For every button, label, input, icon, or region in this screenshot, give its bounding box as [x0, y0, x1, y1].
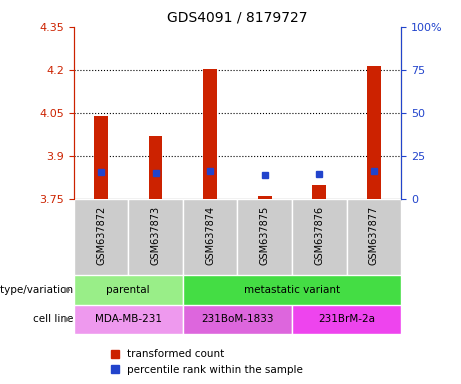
- Bar: [347, 199, 401, 275]
- Title: GDS4091 / 8179727: GDS4091 / 8179727: [167, 10, 307, 24]
- Bar: [313, 184, 326, 199]
- Bar: [292, 305, 401, 334]
- Bar: [258, 196, 272, 199]
- Text: GSM637877: GSM637877: [369, 205, 379, 265]
- Bar: [149, 136, 162, 199]
- Text: GSM637876: GSM637876: [314, 205, 324, 265]
- Text: 231BrM-2a: 231BrM-2a: [318, 314, 375, 324]
- Bar: [203, 69, 217, 199]
- Text: cell line: cell line: [33, 314, 74, 324]
- Bar: [74, 305, 183, 334]
- Text: 231BoM-1833: 231BoM-1833: [201, 314, 274, 324]
- Text: GSM637873: GSM637873: [151, 205, 160, 265]
- Legend: transformed count, percentile rank within the sample: transformed count, percentile rank withi…: [106, 345, 307, 379]
- Bar: [367, 66, 381, 199]
- Text: MDA-MB-231: MDA-MB-231: [95, 314, 162, 324]
- Bar: [183, 275, 401, 305]
- Text: GSM637872: GSM637872: [96, 205, 106, 265]
- Text: metastatic variant: metastatic variant: [244, 285, 340, 295]
- Bar: [74, 199, 128, 275]
- Bar: [183, 199, 237, 275]
- Text: GSM637875: GSM637875: [260, 205, 270, 265]
- Bar: [237, 199, 292, 275]
- Bar: [94, 116, 108, 199]
- Bar: [183, 305, 292, 334]
- Text: parental: parental: [106, 285, 150, 295]
- Bar: [74, 275, 183, 305]
- Bar: [128, 199, 183, 275]
- Text: genotype/variation: genotype/variation: [0, 285, 74, 295]
- Text: GSM637874: GSM637874: [205, 205, 215, 265]
- Bar: [292, 199, 347, 275]
